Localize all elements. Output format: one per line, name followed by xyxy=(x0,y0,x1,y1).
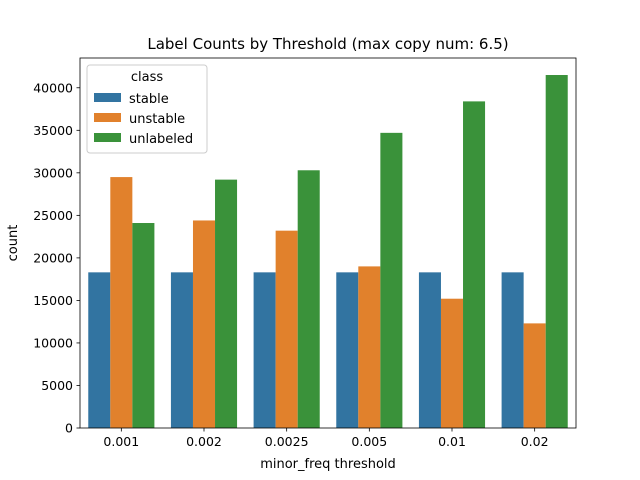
legend-label-unstable: unstable xyxy=(129,112,185,127)
legend-swatch-unlabeled xyxy=(94,133,121,142)
bar-unstable-0.005 xyxy=(358,266,381,428)
legend: class stable unstable unlabeled xyxy=(86,64,208,154)
bar-unstable-0.01 xyxy=(440,298,464,428)
bar-unlabeled-0.0025 xyxy=(297,170,320,428)
y-tick-label: 35000 xyxy=(33,123,73,138)
bar-stable-0.01 xyxy=(418,272,441,428)
x-tick-label: 0.01 xyxy=(438,434,466,449)
y-tick-label: 15000 xyxy=(33,293,73,308)
y-axis-label: count xyxy=(6,225,21,262)
legend-label-unlabeled: unlabeled xyxy=(129,132,193,147)
x-tick-label: 0.002 xyxy=(186,434,222,449)
y-tick-label: 40000 xyxy=(33,80,73,95)
y-tick-label: 10000 xyxy=(33,335,73,350)
plot-frame xyxy=(79,57,577,429)
bar-unlabeled-0.02 xyxy=(545,75,568,428)
y-tick-label: 30000 xyxy=(33,165,73,180)
bar-unlabeled-0.01 xyxy=(463,101,486,428)
y-tick-label: 20000 xyxy=(33,250,73,265)
legend-swatch-stable xyxy=(94,93,121,102)
bar-stable-0.02 xyxy=(501,272,524,428)
bar-unstable-0.02 xyxy=(523,323,546,428)
bar-unlabeled-0.005 xyxy=(380,132,403,428)
y-tick-label: 5000 xyxy=(41,378,73,393)
bar-stable-0.001 xyxy=(88,272,111,428)
y-tick-label: 25000 xyxy=(33,208,73,223)
x-tick-label: 0.005 xyxy=(351,434,387,449)
x-tick-label: 0.0025 xyxy=(265,434,309,449)
bar-unstable-0.0025 xyxy=(275,230,298,428)
legend-label-stable: stable xyxy=(129,92,169,107)
x-tick-label: 0.02 xyxy=(521,434,549,449)
x-tick-label: 0.001 xyxy=(103,434,139,449)
legend-title: class xyxy=(131,70,163,85)
bar-unstable-0.001 xyxy=(110,177,133,428)
chart-title: Label Counts by Threshold (max copy num:… xyxy=(147,35,508,53)
legend-swatch-unstable xyxy=(94,113,121,122)
y-tick-label: 0 xyxy=(65,421,73,436)
bar-unstable-0.002 xyxy=(192,220,216,428)
bar-unlabeled-0.002 xyxy=(215,179,238,428)
axes-group: 0 5000 10000 15000 20000 25000 30000 35000 40000… xyxy=(33,57,577,449)
bar-stable-0.0025 xyxy=(253,272,276,428)
bar-stable-0.002 xyxy=(170,272,193,428)
bars-group xyxy=(88,75,568,428)
x-axis-label: minor_freq threshold xyxy=(260,457,396,472)
bar-stable-0.005 xyxy=(336,272,359,428)
bar-unlabeled-0.001 xyxy=(132,223,155,428)
legend-box xyxy=(86,64,208,154)
